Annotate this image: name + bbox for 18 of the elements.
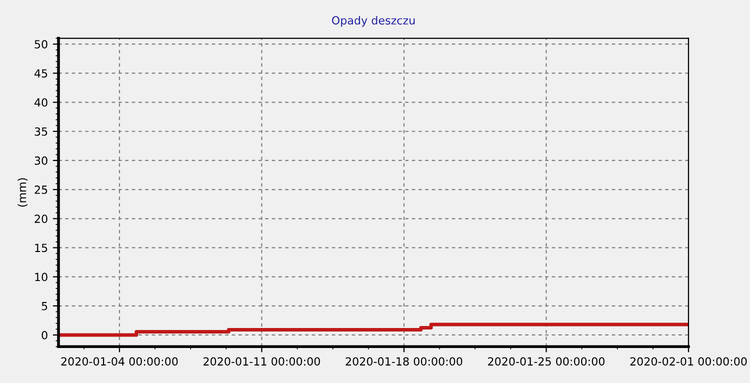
y-tick-label: 40 <box>34 98 48 107</box>
x-tick-label: 2020-01-25 00:00:00 <box>488 357 605 366</box>
y-tick-label: 45 <box>34 69 48 78</box>
y-tick-label: 50 <box>34 40 48 48</box>
y-tick-label: 10 <box>35 272 48 282</box>
y-tick-label: 30 <box>34 156 48 165</box>
x-tick-label: 2020-01-11 00:00:00 <box>204 357 320 366</box>
y-tick-label: 20 <box>34 214 48 224</box>
y-axis-title: (mm) <box>18 178 28 207</box>
y-tick-label: 25 <box>34 186 48 194</box>
chart-title: Opady deszczu <box>332 16 415 27</box>
x-tick-label: 2020-01-18 00:00:00 <box>346 357 462 366</box>
x-tick-label: 2020-01-04 00:00:00 <box>61 357 178 366</box>
y-tick-label: 15 <box>35 244 48 252</box>
y-tick-label: 35 <box>34 127 48 136</box>
y-tick-label: 5 <box>42 302 48 310</box>
x-tick-label: 2020-02-01 00:00:00 <box>630 357 747 366</box>
y-tick-label: 0 <box>42 330 48 340</box>
